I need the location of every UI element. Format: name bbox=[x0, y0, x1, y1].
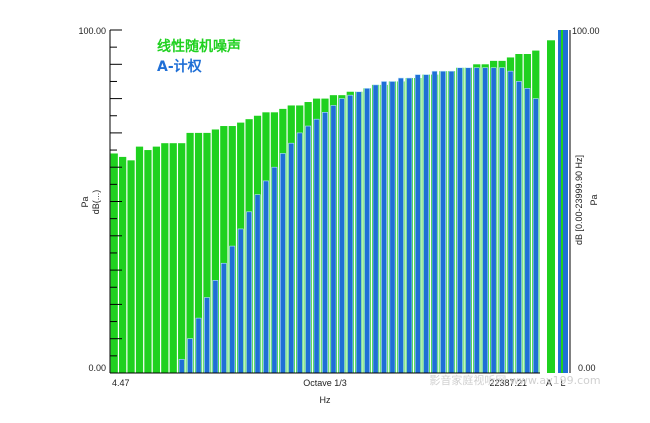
bar-a-weighted bbox=[414, 74, 421, 374]
bar-linear-noise bbox=[220, 126, 228, 373]
bar-a-weighted bbox=[313, 118, 320, 374]
bar-linear-noise bbox=[203, 132, 211, 373]
bar-a-weighted bbox=[263, 180, 269, 374]
bar-a-weighted bbox=[254, 194, 261, 374]
right-axis-label-pa: Pa bbox=[589, 194, 599, 205]
bar-a-weighted bbox=[355, 91, 362, 374]
y-tick-bottom: 0.00 bbox=[88, 363, 106, 373]
bar-a-weighted bbox=[195, 317, 202, 374]
bar-linear-noise bbox=[186, 132, 194, 373]
bar-a-weighted bbox=[237, 228, 244, 374]
bar-a-weighted bbox=[246, 211, 253, 374]
bar-a-weighted bbox=[220, 262, 227, 374]
bar-a-weighted bbox=[532, 98, 539, 374]
bar-a-weighted bbox=[516, 81, 522, 374]
bar-a-weighted bbox=[490, 67, 497, 374]
x-axis-label: Hz bbox=[320, 395, 331, 405]
bar-a-weighted bbox=[448, 70, 455, 374]
bar-a-weighted bbox=[279, 153, 286, 374]
bar-a-weighted bbox=[229, 245, 236, 374]
bar-a-weighted bbox=[305, 125, 312, 374]
bar-a-weighted bbox=[322, 112, 328, 374]
bar-linear-noise bbox=[135, 146, 144, 373]
right-tick-top: 100.00 bbox=[572, 26, 600, 36]
bar-linear-noise bbox=[194, 132, 203, 373]
bar-a-weighted bbox=[507, 70, 514, 374]
bar-a-weighted bbox=[288, 142, 295, 374]
bar-a-weighted bbox=[204, 297, 210, 374]
bar-linear-noise bbox=[211, 129, 220, 373]
y-axis-label-db: dB(...) bbox=[91, 190, 101, 215]
legend-linear-noise: 线性随机噪声 bbox=[157, 38, 241, 55]
bar-a-weighted bbox=[372, 84, 379, 374]
bar-linear-noise bbox=[178, 143, 186, 373]
bar-linear-noise bbox=[127, 160, 135, 373]
right-tick-bottom: 0.00 bbox=[578, 363, 596, 373]
series-a-weighted-bars bbox=[178, 67, 539, 374]
bar-a-weighted bbox=[456, 67, 463, 374]
side-bar-label-a: A bbox=[546, 378, 552, 388]
side-bar-stripe bbox=[561, 30, 563, 373]
x-tick-right: 22387.21 bbox=[489, 378, 527, 388]
bar-a-weighted bbox=[330, 105, 337, 374]
right-axis-label-db: dB [0.00-23999.90 Hz] bbox=[574, 155, 584, 245]
bar-linear-noise bbox=[110, 153, 118, 373]
bar-linear-noise bbox=[152, 146, 160, 373]
y-tick-top: 100.00 bbox=[78, 26, 106, 36]
bar-a-weighted bbox=[499, 67, 505, 374]
bar-a-weighted bbox=[338, 98, 345, 374]
bar-linear-noise bbox=[144, 150, 152, 373]
bar-linear-noise bbox=[169, 143, 177, 373]
bar-a-weighted bbox=[397, 77, 404, 374]
x-tick-center: Octave 1/3 bbox=[303, 378, 347, 388]
y-axis-label-pa: Pa bbox=[80, 196, 90, 207]
watermark: 影音家庭视听网 www.av199.com bbox=[429, 373, 600, 387]
x-tick-left: 4.47 bbox=[112, 378, 130, 388]
bar-a-weighted bbox=[406, 77, 413, 374]
bar-a-weighted bbox=[482, 67, 489, 374]
bar-a-weighted bbox=[440, 70, 446, 374]
side-bar-label-l: L bbox=[560, 378, 565, 388]
bar-a-weighted bbox=[473, 67, 480, 374]
bar-a-weighted bbox=[423, 74, 430, 374]
side-bar-green bbox=[547, 40, 555, 373]
bar-a-weighted bbox=[296, 132, 303, 374]
bar-a-weighted bbox=[389, 81, 396, 374]
bar-a-weighted bbox=[178, 358, 185, 374]
bar-linear-noise bbox=[161, 143, 169, 373]
bar-a-weighted bbox=[524, 88, 531, 374]
bar-a-weighted bbox=[347, 94, 354, 374]
bar-linear-noise bbox=[119, 156, 127, 373]
bar-a-weighted bbox=[212, 280, 219, 374]
bar-a-weighted bbox=[187, 338, 194, 374]
bar-a-weighted bbox=[381, 81, 387, 374]
legend-a-weighted: A-计权 bbox=[157, 58, 203, 75]
bar-a-weighted bbox=[364, 88, 371, 374]
bar-a-weighted bbox=[465, 67, 472, 374]
bar-a-weighted bbox=[431, 70, 438, 374]
side-level-bars bbox=[547, 30, 571, 373]
bar-a-weighted bbox=[271, 166, 278, 374]
